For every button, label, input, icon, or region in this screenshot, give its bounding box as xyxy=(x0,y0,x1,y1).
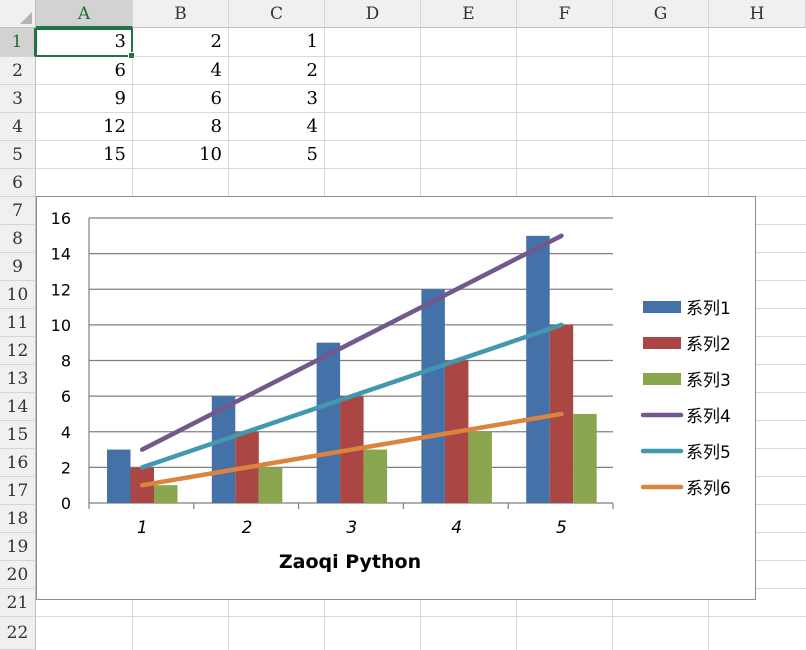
row-header-5[interactable]: 5 xyxy=(0,141,36,169)
cell-c3[interactable]: 3 xyxy=(306,88,318,109)
cell-a2[interactable]: 6 xyxy=(114,60,126,81)
row-header-9[interactable]: 9 xyxy=(0,253,36,281)
bar-series-3-cat-5 xyxy=(573,413,597,503)
row-gridline xyxy=(36,56,806,57)
fill-handle[interactable] xyxy=(128,52,135,59)
row-header-11[interactable]: 11 xyxy=(0,309,36,337)
row-header-17[interactable]: 17 xyxy=(0,477,36,505)
y-tick-label: 10 xyxy=(51,316,71,335)
bar-series-1-cat-4 xyxy=(421,289,445,503)
y-tick-label: 14 xyxy=(51,245,71,264)
row-header-3[interactable]: 3 xyxy=(0,85,36,113)
cell-a1[interactable]: 3 xyxy=(114,31,126,52)
row-header-8[interactable]: 8 xyxy=(0,225,36,253)
legend-swatch-1 xyxy=(643,301,681,313)
row-header-15[interactable]: 15 xyxy=(0,421,36,449)
legend-label-1: 系列1 xyxy=(686,299,731,319)
row-header-1[interactable]: 1 xyxy=(0,28,36,57)
x-tick-label: 3 xyxy=(346,518,357,538)
row-header-4[interactable]: 4 xyxy=(0,113,36,141)
legend-label-3: 系列3 xyxy=(686,371,731,391)
row-header-10[interactable]: 10 xyxy=(0,281,36,309)
row-header-16[interactable]: 16 xyxy=(0,449,36,477)
row-header-13[interactable]: 13 xyxy=(0,365,36,393)
column-header-h[interactable]: H xyxy=(709,0,806,28)
bar-series-3-cat-3 xyxy=(363,449,388,503)
row-header-21[interactable]: 21 xyxy=(0,589,36,617)
legend-label-2: 系列2 xyxy=(686,335,731,355)
row-header-2[interactable]: 2 xyxy=(0,57,36,85)
cell-b3[interactable]: 6 xyxy=(210,88,222,109)
y-tick-label: 16 xyxy=(51,209,71,228)
row-header-19[interactable]: 19 xyxy=(0,533,36,561)
bar-series-3-cat-4 xyxy=(468,431,492,503)
column-header-g[interactable]: G xyxy=(613,0,709,28)
row-gridline xyxy=(36,112,806,113)
y-tick-label: 0 xyxy=(61,494,71,513)
row-header-7[interactable]: 7 xyxy=(0,197,36,225)
row-header-22[interactable]: 22 xyxy=(0,617,36,650)
row-gridline xyxy=(36,616,806,617)
bar-series-1-cat-3 xyxy=(316,342,341,503)
bar-series-1-cat-1 xyxy=(107,449,131,503)
line-series-4 xyxy=(140,233,564,452)
column-header-d[interactable]: D xyxy=(325,0,421,28)
y-tick-label: 8 xyxy=(61,352,71,371)
row-gridline xyxy=(36,140,806,141)
column-header-b[interactable]: B xyxy=(133,0,229,28)
line-series-5 xyxy=(140,322,564,470)
cell-b4[interactable]: 8 xyxy=(210,116,222,137)
x-tick-label: 4 xyxy=(451,518,462,538)
legend-swatch-2 xyxy=(643,337,681,349)
legend-label-5: 系列5 xyxy=(686,443,731,463)
row-header-14[interactable]: 14 xyxy=(0,393,36,421)
y-tick-label: 2 xyxy=(61,458,71,477)
cell-b5[interactable]: 10 xyxy=(199,144,222,165)
select-all-corner[interactable] xyxy=(0,0,36,28)
row-header-20[interactable]: 20 xyxy=(0,561,36,589)
row-gridline xyxy=(36,168,806,169)
cell-b1[interactable]: 2 xyxy=(210,31,222,52)
cell-a4[interactable]: 12 xyxy=(103,116,126,137)
y-tick-label: 6 xyxy=(61,387,71,406)
y-tick-label: 12 xyxy=(51,280,71,299)
x-tick-label: 5 xyxy=(556,518,567,538)
column-header-a[interactable]: A xyxy=(36,0,133,28)
cell-a3[interactable]: 9 xyxy=(114,88,126,109)
x-axis-title: Zaoqi Python xyxy=(279,551,421,573)
bar-series-1-cat-5 xyxy=(526,235,550,503)
column-header-f[interactable]: F xyxy=(517,0,613,28)
y-tick-label: 4 xyxy=(61,423,71,442)
cell-b2[interactable]: 4 xyxy=(210,60,222,81)
column-header-e[interactable]: E xyxy=(421,0,517,28)
cell-c4[interactable]: 4 xyxy=(306,116,318,137)
legend-swatch-3 xyxy=(643,373,681,385)
bar-series-3-cat-1 xyxy=(154,485,178,503)
bar-series-1-cat-2 xyxy=(211,396,236,503)
row-header-6[interactable]: 6 xyxy=(0,169,36,197)
embedded-chart[interactable]: 0 2 4 6 8 10 12 14 16 1 2 3 4 5 Zaoqi Python 系列1 系列2 系列3 系… xyxy=(36,196,756,600)
legend-label-4: 系列4 xyxy=(686,407,731,427)
cell-c2[interactable]: 2 xyxy=(306,60,318,81)
active-cell-a1[interactable] xyxy=(35,28,133,57)
x-tick-label: 2 xyxy=(242,518,253,538)
row-header-18[interactable]: 18 xyxy=(0,505,36,533)
line-series-6 xyxy=(140,411,564,488)
cell-c5[interactable]: 5 xyxy=(306,144,318,165)
x-tick-label: 1 xyxy=(137,518,148,538)
row-gridline xyxy=(36,84,806,85)
cell-a5[interactable]: 15 xyxy=(103,144,126,165)
cell-c1[interactable]: 1 xyxy=(306,31,318,52)
row-header-12[interactable]: 12 xyxy=(0,337,36,365)
legend-label-6: 系列6 xyxy=(686,479,731,499)
bar-series-3-cat-2 xyxy=(258,467,283,503)
column-header-c[interactable]: C xyxy=(229,0,325,28)
